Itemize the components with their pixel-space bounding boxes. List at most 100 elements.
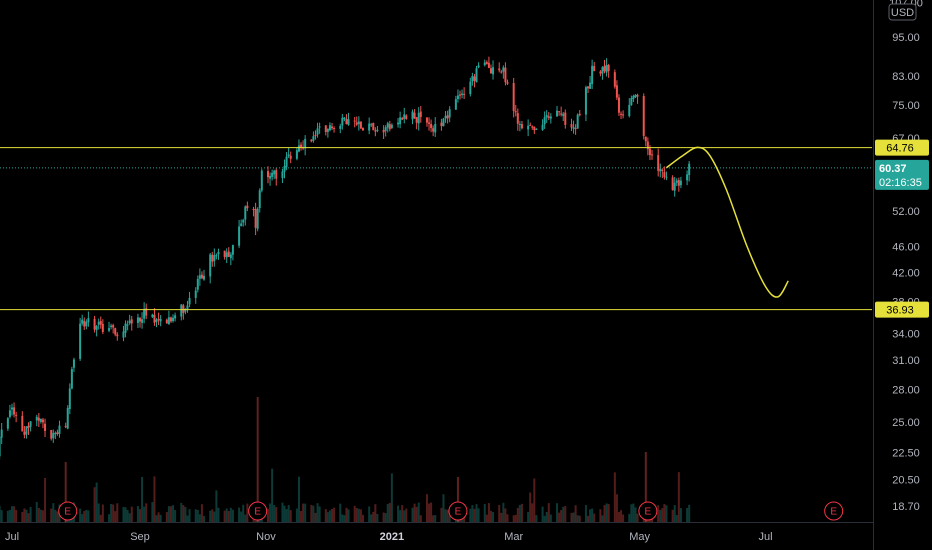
- volume-bar: [35, 502, 38, 522]
- earnings-marker-icon[interactable]: [58, 501, 78, 521]
- candle-body: [456, 95, 459, 100]
- candle-body: [473, 76, 476, 81]
- volume-bar: [605, 503, 608, 522]
- candle-body: [8, 410, 11, 417]
- candle-body: [194, 290, 197, 298]
- volume-bar: [617, 511, 620, 522]
- candle-body: [506, 82, 509, 84]
- candle-body: [353, 120, 356, 122]
- volume-bar: [630, 504, 633, 522]
- earnings-marker-label: E: [830, 507, 837, 518]
- candle-body: [155, 319, 158, 322]
- volume-bar: [304, 503, 307, 522]
- candle-body: [677, 180, 680, 186]
- price-line-tag: [875, 139, 929, 156]
- volume-bar: [382, 512, 385, 522]
- volume-bar: [531, 503, 534, 522]
- volume-bar: [310, 504, 313, 522]
- volume-bar: [122, 507, 125, 522]
- volume-bar: [169, 506, 172, 522]
- volume-bar: [679, 508, 682, 522]
- candle-body: [242, 220, 245, 223]
- volume-bar: [444, 509, 447, 522]
- candle-body: [388, 124, 391, 130]
- candle-body: [95, 326, 98, 330]
- volume-bar: [83, 510, 86, 522]
- candle-body: [642, 96, 645, 136]
- candle-body: [99, 321, 102, 325]
- candle-body: [116, 334, 119, 337]
- candle-body: [314, 134, 317, 137]
- price-axis[interactable]: 107.0095.0083.0075.0067.0060.0052.0046.0…: [873, 0, 932, 550]
- earnings-marker-icon[interactable]: [824, 501, 844, 521]
- candle-body: [516, 113, 519, 124]
- volume-bar: [186, 515, 189, 522]
- volume-bar: [217, 507, 220, 522]
- candle-body: [6, 418, 9, 429]
- candle-body: [143, 309, 146, 319]
- earnings-marker-icon[interactable]: [638, 501, 658, 521]
- volume-bar: [101, 504, 104, 522]
- candle-body: [659, 168, 662, 172]
- candle-body: [475, 68, 478, 83]
- volume-bar: [578, 515, 581, 522]
- candle-body: [203, 275, 205, 280]
- price-lines: [0, 147, 872, 311]
- volume-bar: [405, 508, 408, 522]
- currency-badge[interactable]: [888, 3, 917, 21]
- candle-body: [613, 72, 616, 87]
- candle-body: [644, 136, 647, 142]
- volume-bar: [246, 503, 249, 522]
- candle-body: [258, 190, 261, 209]
- candle-body: [661, 169, 664, 171]
- volume-bar: [688, 504, 691, 522]
- volume-bar: [184, 506, 187, 522]
- candle-body: [198, 275, 201, 279]
- candle-body: [68, 388, 71, 410]
- candle-body: [184, 308, 187, 312]
- candle-body: [386, 123, 389, 128]
- volume-bar: [591, 508, 594, 522]
- candle-body: [359, 121, 362, 129]
- volume-bar: [172, 505, 175, 522]
- candle-body: [44, 423, 47, 432]
- candle-body: [110, 325, 113, 327]
- volume-bar: [384, 513, 387, 522]
- candle-body: [0, 436, 1, 457]
- volume-bar: [343, 515, 346, 522]
- volume-bar: [231, 509, 234, 522]
- volume-bar: [136, 505, 139, 522]
- earnings-marker-icon[interactable]: [248, 501, 268, 521]
- candle-body: [254, 209, 257, 228]
- earnings-marker-icon[interactable]: [448, 501, 468, 521]
- candle-body: [58, 425, 61, 434]
- volume-bar: [576, 515, 579, 522]
- volume-bar: [297, 476, 300, 522]
- candle-body: [297, 145, 300, 152]
- candle-body: [512, 83, 515, 112]
- candle-body: [675, 180, 678, 183]
- candle-body: [159, 319, 162, 322]
- candle-body: [324, 125, 327, 133]
- projection-drawing[interactable]: [666, 146, 789, 298]
- candle-body: [231, 245, 234, 255]
- projection-curve[interactable]: [666, 146, 789, 298]
- candle-body: [260, 170, 263, 191]
- candle-body: [186, 305, 189, 309]
- candle-body: [66, 407, 69, 429]
- candle-body: [29, 421, 32, 427]
- volume-bar: [386, 504, 389, 522]
- price-axis-label: 25.00: [892, 417, 920, 429]
- volume-bar: [518, 504, 521, 522]
- candle-body: [632, 95, 635, 100]
- price-axis-label: 28.00: [892, 385, 920, 397]
- candle-body: [331, 126, 333, 129]
- candle-body: [238, 226, 241, 246]
- volume-bar: [549, 514, 552, 522]
- volume-bar: [473, 508, 476, 522]
- volume-bar: [223, 510, 226, 522]
- earnings-marker-label: E: [254, 507, 261, 518]
- volume-bar: [23, 508, 26, 522]
- candle-body: [607, 64, 610, 71]
